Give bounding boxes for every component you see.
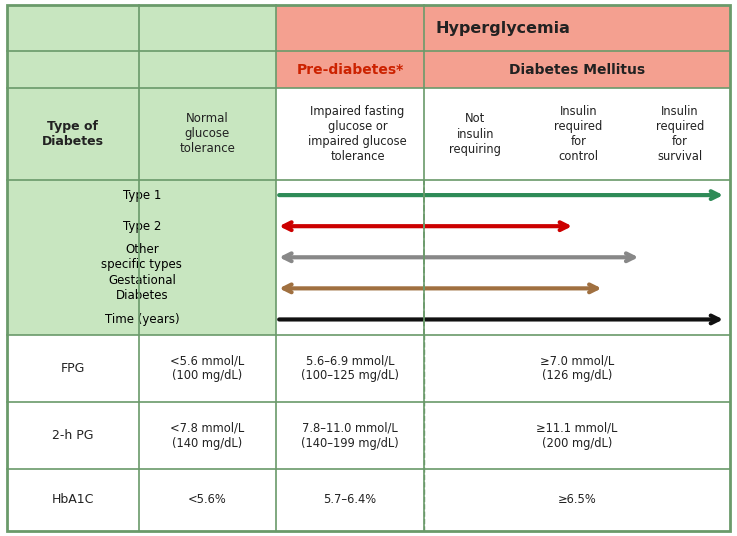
Text: 2-h PG: 2-h PG xyxy=(52,429,94,442)
Bar xyxy=(276,88,730,180)
Text: Impaired fasting
glucose or
impaired glucose
tolerance: Impaired fasting glucose or impaired glu… xyxy=(308,105,407,163)
Bar xyxy=(7,5,276,531)
Text: Type of
Diabetes: Type of Diabetes xyxy=(42,120,104,148)
Bar xyxy=(7,88,276,180)
Text: Normal
glucose
tolerance: Normal glucose tolerance xyxy=(180,113,235,155)
Text: Type 1: Type 1 xyxy=(122,189,161,202)
Text: Other
specific types: Other specific types xyxy=(102,243,182,271)
Text: Pre-diabetes*: Pre-diabetes* xyxy=(296,63,404,77)
Bar xyxy=(276,5,730,51)
Text: 5.7–6.4%: 5.7–6.4% xyxy=(324,493,377,507)
Bar xyxy=(7,5,276,51)
Text: Not
insulin
requiring: Not insulin requiring xyxy=(450,113,501,155)
Text: <5.6%: <5.6% xyxy=(188,493,227,507)
Bar xyxy=(424,51,730,88)
Bar xyxy=(7,51,276,88)
Text: ≥11.1 mmol/L
(200 mg/dL): ≥11.1 mmol/L (200 mg/dL) xyxy=(536,421,618,450)
Text: FPG: FPG xyxy=(60,362,85,375)
Text: Time (years): Time (years) xyxy=(105,313,179,326)
Text: Insulin
required
for
survival: Insulin required for survival xyxy=(656,105,704,163)
Text: ≥6.5%: ≥6.5% xyxy=(557,493,596,507)
Text: Gestational
Diabetes: Gestational Diabetes xyxy=(108,274,176,302)
Text: <7.8 mmol/L
(140 mg/dL): <7.8 mmol/L (140 mg/dL) xyxy=(170,421,245,450)
Text: ≥7.0 mmol/L
(126 mg/dL): ≥7.0 mmol/L (126 mg/dL) xyxy=(539,354,614,383)
Bar xyxy=(276,180,730,335)
Text: <5.6 mmol/L
(100 mg/dL): <5.6 mmol/L (100 mg/dL) xyxy=(170,354,245,383)
Bar xyxy=(276,51,424,88)
Text: Hyperglycemia: Hyperglycemia xyxy=(436,21,570,35)
Bar xyxy=(7,335,730,531)
Text: HbA1C: HbA1C xyxy=(52,493,94,507)
Text: Diabetes Mellitus: Diabetes Mellitus xyxy=(509,63,645,77)
Text: 7.8–11.0 mmol/L
(140–199 mg/dL): 7.8–11.0 mmol/L (140–199 mg/dL) xyxy=(301,421,399,450)
Text: Type 2: Type 2 xyxy=(122,220,161,233)
Text: Insulin
required
for
control: Insulin required for control xyxy=(554,105,603,163)
Text: 5.6–6.9 mmol/L
(100–125 mg/dL): 5.6–6.9 mmol/L (100–125 mg/dL) xyxy=(301,354,399,383)
